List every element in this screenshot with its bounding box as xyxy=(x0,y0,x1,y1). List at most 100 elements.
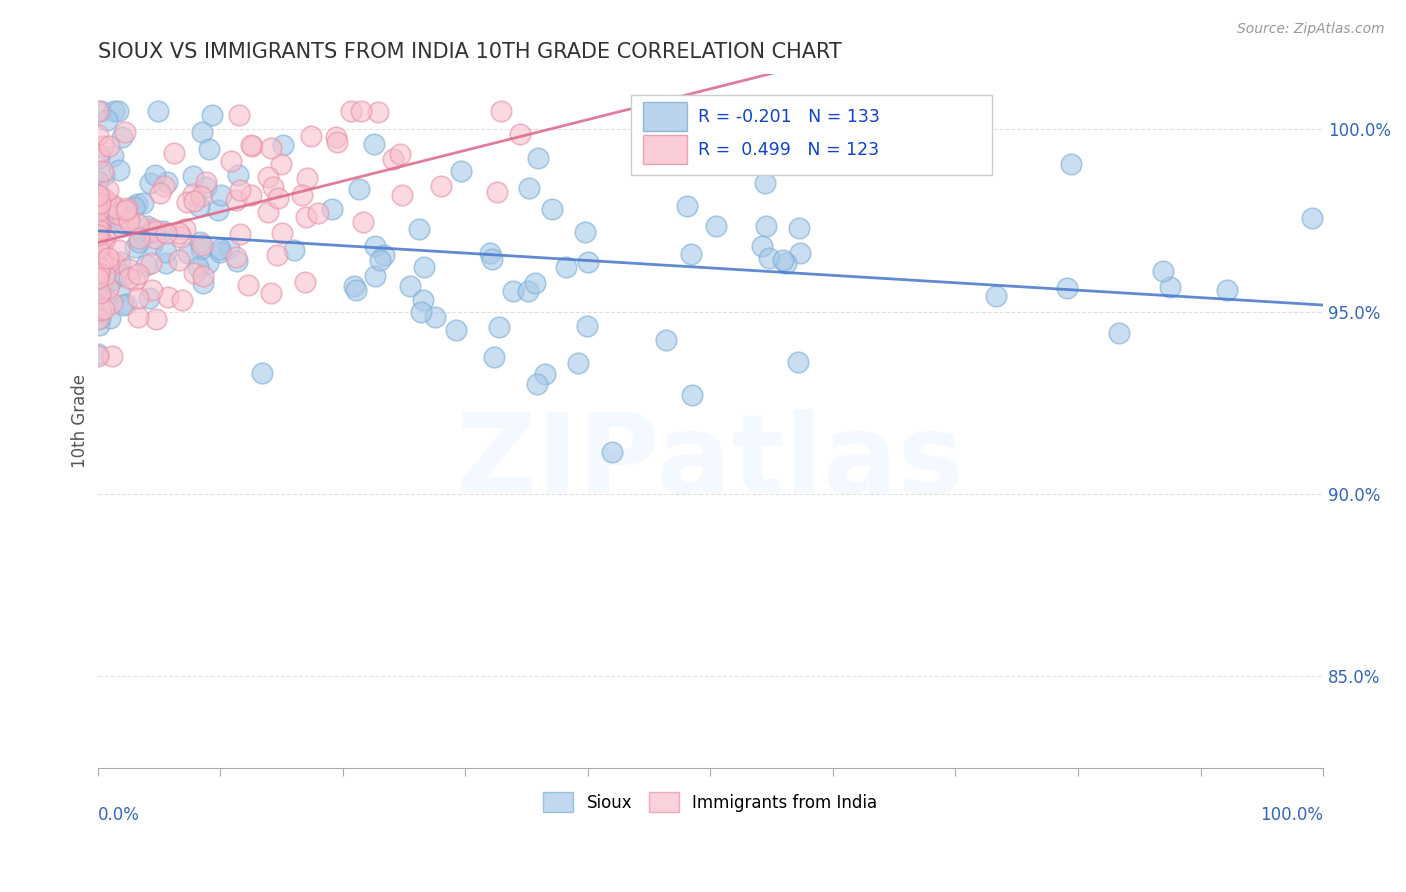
Point xyxy=(478,246,501,260)
Point xyxy=(516,284,538,298)
Point xyxy=(94,192,117,206)
Point xyxy=(484,351,506,365)
Point xyxy=(250,366,273,380)
Point xyxy=(509,127,531,141)
Point xyxy=(141,226,163,240)
Text: R =  0.499   N = 123: R = 0.499 N = 123 xyxy=(699,141,879,159)
Point xyxy=(195,180,218,194)
Point xyxy=(107,211,129,226)
Point xyxy=(96,112,118,127)
Point xyxy=(225,193,247,207)
Point xyxy=(176,195,198,210)
Point xyxy=(103,103,125,118)
Point xyxy=(118,261,141,276)
Point xyxy=(270,157,292,171)
Point xyxy=(101,149,124,163)
Point xyxy=(86,244,108,259)
Point xyxy=(554,260,576,274)
Point xyxy=(412,260,434,275)
Point xyxy=(108,163,131,178)
Point xyxy=(87,252,110,266)
Point xyxy=(294,275,316,289)
Point xyxy=(89,260,111,275)
Point xyxy=(90,240,112,254)
Point xyxy=(118,270,141,285)
Point xyxy=(429,178,451,193)
Point xyxy=(1060,157,1083,171)
Point xyxy=(143,224,166,238)
Point xyxy=(574,225,596,239)
Point xyxy=(103,256,125,270)
Point xyxy=(87,269,110,284)
Point xyxy=(89,266,111,280)
Point xyxy=(187,260,209,274)
Point xyxy=(191,238,214,252)
Point xyxy=(152,224,174,238)
Point xyxy=(101,272,124,286)
Point xyxy=(115,203,138,218)
Point xyxy=(127,310,149,324)
Point xyxy=(240,139,263,153)
Point xyxy=(91,164,114,178)
Point xyxy=(86,249,108,263)
Point xyxy=(772,252,794,267)
Point xyxy=(155,244,177,259)
Point xyxy=(146,103,169,118)
Point xyxy=(600,445,623,459)
Point xyxy=(190,189,212,203)
Point xyxy=(307,206,329,220)
Point xyxy=(89,285,111,300)
Point xyxy=(157,290,180,304)
FancyBboxPatch shape xyxy=(631,95,993,175)
Point xyxy=(201,108,224,122)
Point xyxy=(363,269,385,284)
Point xyxy=(91,190,114,204)
Point xyxy=(128,231,150,245)
Point xyxy=(94,268,117,283)
Point xyxy=(107,207,129,221)
Point xyxy=(93,168,115,182)
Point xyxy=(89,198,111,212)
Point xyxy=(90,302,112,317)
Point xyxy=(343,279,366,293)
Point xyxy=(412,293,434,307)
Point xyxy=(98,311,121,326)
Point xyxy=(97,251,120,265)
Legend: Sioux, Immigrants from India: Sioux, Immigrants from India xyxy=(537,786,884,818)
Point xyxy=(188,199,211,213)
Point xyxy=(108,243,131,257)
Point xyxy=(226,168,249,182)
Point xyxy=(1108,326,1130,341)
Point xyxy=(576,318,599,333)
Point xyxy=(193,276,215,290)
Point xyxy=(153,178,176,193)
Point xyxy=(93,301,115,316)
Point xyxy=(787,221,810,235)
Point xyxy=(94,195,117,210)
Y-axis label: 10th Grade: 10th Grade xyxy=(72,374,89,468)
Point xyxy=(209,244,232,259)
Point xyxy=(984,289,1007,303)
Point xyxy=(191,125,214,139)
Point xyxy=(132,196,155,211)
Point xyxy=(524,276,547,290)
Point xyxy=(1159,280,1181,294)
Point xyxy=(135,258,157,272)
Point xyxy=(228,108,250,122)
Point xyxy=(381,152,404,166)
Point xyxy=(209,188,232,202)
Point xyxy=(399,278,422,293)
Point xyxy=(502,284,524,298)
Point xyxy=(485,185,508,199)
Point xyxy=(183,194,205,208)
Point xyxy=(139,176,162,190)
Point xyxy=(754,176,776,190)
Point xyxy=(86,195,108,210)
Point xyxy=(90,255,112,269)
Point xyxy=(367,105,389,120)
Point xyxy=(141,283,163,297)
Point xyxy=(132,228,155,243)
Point xyxy=(91,283,114,297)
Point xyxy=(681,247,703,261)
Point xyxy=(363,137,385,152)
